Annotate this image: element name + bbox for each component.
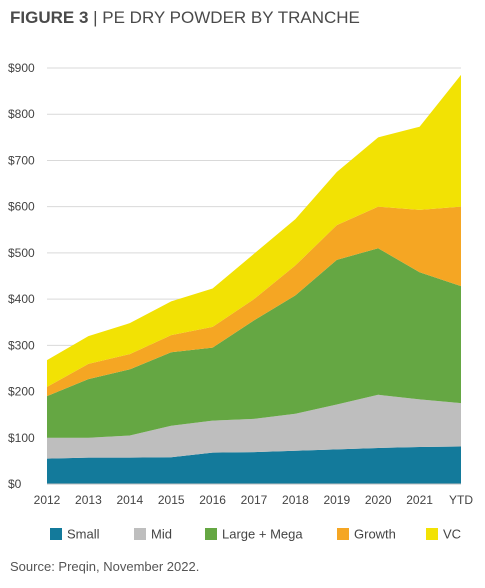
x-tick-label: 2013 [75, 493, 102, 507]
x-tick-label: 2012 [34, 493, 61, 507]
x-tick-label: 2019 [323, 493, 350, 507]
legend-label-large-mega: Large + Mega [222, 527, 303, 542]
legend-swatch-large-mega [205, 528, 217, 540]
area-mid [47, 394, 461, 459]
x-axis: 2012 2013 2014 2015 2016 2017 2018 2019 2020 2021… [34, 483, 473, 507]
legend: Small Mid Large + Mega Growth VC [50, 527, 461, 542]
area-vc [47, 74, 461, 387]
y-tick-label: $500 [8, 246, 35, 260]
area-growth [47, 206, 461, 397]
x-tick-label: 2014 [116, 493, 143, 507]
legend-swatch-mid [134, 528, 146, 540]
y-tick-label: $100 [8, 431, 35, 445]
legend-swatch-vc [426, 528, 438, 540]
source-note: Source: Preqin, November 2022. [10, 559, 200, 574]
area-small [47, 446, 461, 484]
figure-title-text: PE DRY POWDER BY TRANCHE [102, 8, 360, 27]
stacked-area-chart: $0 $100 $200 $300 $400 $500 $600 $700 $800 $900 2… [8, 61, 473, 542]
x-tick-label: YTD [449, 493, 473, 507]
x-tick-label: 2016 [199, 493, 226, 507]
x-tick-label: 2021 [406, 493, 433, 507]
area-large-mega [47, 248, 461, 438]
legend-label-small: Small [67, 527, 100, 542]
y-tick-label: $200 [8, 385, 35, 399]
legend-label-mid: Mid [151, 527, 172, 542]
y-tick-label: $800 [8, 107, 35, 121]
y-tick-label: $600 [8, 200, 35, 214]
x-tick-label: 2017 [241, 493, 268, 507]
x-tick-label: 2020 [365, 493, 392, 507]
legend-swatch-growth [337, 528, 349, 540]
area-series [47, 74, 461, 484]
y-tick-label: $300 [8, 338, 35, 352]
y-tick-label: $400 [8, 292, 35, 306]
x-tick-label: 2015 [158, 493, 185, 507]
legend-label-vc: VC [443, 527, 461, 542]
figure-label: FIGURE 3 [10, 8, 89, 27]
y-axis: $0 $100 $200 $300 $400 $500 $600 $700 $800 $900 [8, 61, 35, 491]
chart-title: FIGURE 3 | PE DRY POWDER BY TRANCHE [10, 8, 360, 28]
legend-swatch-small [50, 528, 62, 540]
y-tick-label: $0 [8, 477, 22, 491]
figure-separator: | [88, 8, 103, 27]
y-tick-label: $900 [8, 61, 35, 75]
x-tick-label: 2018 [282, 493, 309, 507]
y-tick-label: $700 [8, 153, 35, 167]
legend-label-growth: Growth [354, 527, 396, 542]
